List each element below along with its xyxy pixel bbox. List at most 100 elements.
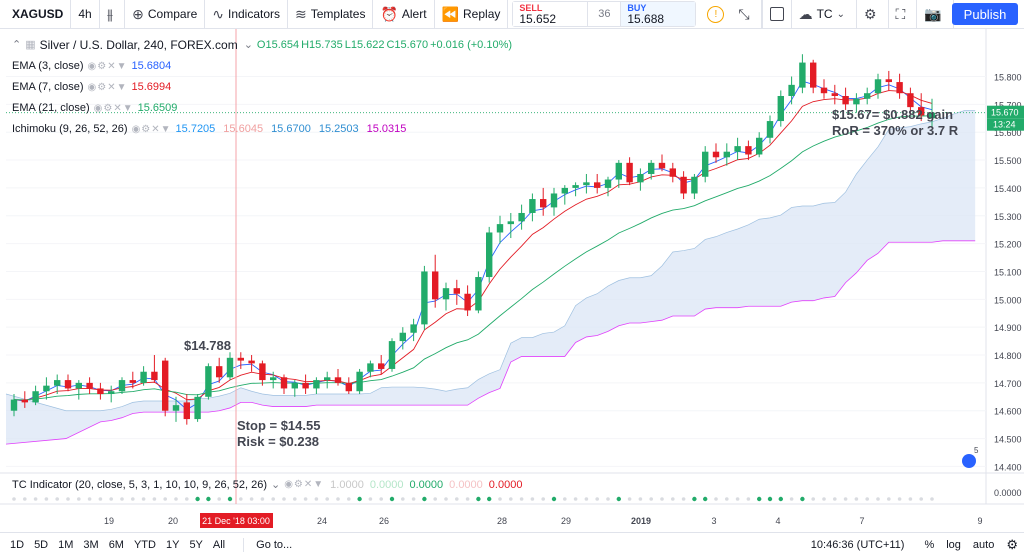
candles-layer bbox=[10, 54, 936, 425]
range-3m[interactable]: 3M bbox=[83, 538, 99, 551]
ema3-controls[interactable]: ◉⚙✕▼ bbox=[87, 61, 128, 72]
ema21-label[interactable]: EMA (21, close) bbox=[12, 102, 90, 114]
collapse-chevron-icon[interactable]: ⌃ bbox=[12, 39, 22, 51]
indicators-button[interactable]: ∿ Indicators bbox=[205, 0, 289, 28]
candle-body bbox=[518, 212, 525, 222]
tc-controls[interactable]: ◉⚙✕▼ bbox=[284, 479, 325, 490]
candle-body bbox=[270, 377, 277, 381]
symbol-search[interactable]: XAGUSD bbox=[0, 0, 72, 28]
range-1d[interactable]: 1D bbox=[10, 538, 25, 551]
ema7-controls[interactable]: ◉⚙✕▼ bbox=[87, 82, 128, 93]
log-toggle[interactable]: log bbox=[946, 538, 961, 551]
fullscreen-toggle[interactable]: ⤡ bbox=[731, 0, 762, 28]
compare-button[interactable]: ⊕ Compare bbox=[125, 0, 206, 28]
tc-dot bbox=[131, 497, 135, 501]
tc-dot bbox=[465, 497, 470, 501]
candle-body bbox=[453, 288, 460, 294]
interval-button[interactable]: 4h bbox=[71, 0, 100, 28]
spread-value: 36 bbox=[587, 2, 622, 26]
eye-icon[interactable]: ⌄ bbox=[243, 39, 253, 51]
ichimoku-label[interactable]: Ichimoku (9, 26, 52, 26) bbox=[12, 123, 128, 135]
candle-body bbox=[712, 151, 720, 158]
ema7-value: 15.6994 bbox=[131, 81, 172, 93]
tc-axis-label: 0.0000 bbox=[994, 488, 1022, 498]
gear-icon[interactable]: ⚙ bbox=[1006, 536, 1018, 552]
tc-dot bbox=[109, 497, 113, 501]
alert-button[interactable]: ⏰ Alert bbox=[373, 0, 435, 28]
layout-tc-menu[interactable]: ☁ TC ⌄ bbox=[792, 0, 857, 28]
tc-dot bbox=[595, 497, 599, 501]
candle-body bbox=[648, 162, 655, 174]
fullscreen-button[interactable]: ⛶ bbox=[889, 0, 918, 28]
goto-button[interactable]: Go to... bbox=[256, 538, 293, 551]
last-price-label: 15.670 bbox=[991, 108, 1019, 118]
range-ytd[interactable]: YTD bbox=[133, 538, 156, 551]
tc-dot bbox=[422, 496, 427, 502]
lightning-button[interactable]: ! bbox=[700, 0, 731, 28]
templates-button[interactable]: ≋ Templates bbox=[288, 0, 374, 28]
candle-body bbox=[604, 179, 612, 188]
publish-button[interactable]: Publish bbox=[952, 3, 1018, 25]
tc-indicator-label[interactable]: TC Indicator (20, close, 5, 3, 1, 10, 10… bbox=[12, 478, 267, 491]
replay-button[interactable]: ⏪ Replay bbox=[435, 0, 509, 28]
range-1y[interactable]: 1Y bbox=[165, 538, 180, 551]
tc-chevron-icon[interactable]: ⌄ bbox=[270, 479, 281, 491]
tc-dot bbox=[23, 497, 27, 501]
chart-type-button[interactable]: ⫵ bbox=[100, 0, 126, 28]
tc-dot bbox=[141, 497, 146, 501]
candle-body bbox=[183, 402, 190, 420]
tc-dot bbox=[271, 497, 276, 501]
ohlc-change: +0.016 (+0.10%) bbox=[430, 39, 513, 51]
tc-dot bbox=[887, 497, 891, 501]
candle-body bbox=[626, 162, 633, 183]
candle-body bbox=[885, 79, 892, 83]
tc-dot bbox=[735, 497, 740, 501]
clock[interactable]: 10:46:36 (UTC+11) bbox=[810, 538, 905, 551]
candle-body bbox=[874, 79, 882, 94]
layout-button[interactable] bbox=[761, 0, 792, 28]
range-all[interactable]: All bbox=[212, 538, 226, 551]
tc-dot bbox=[563, 497, 567, 501]
snapshot-button[interactable]: 📷 bbox=[917, 0, 954, 28]
range-5y[interactable]: 5Y bbox=[189, 538, 203, 551]
chevron-down-icon: ⌄ bbox=[836, 8, 845, 20]
candle-body bbox=[788, 84, 795, 96]
candle-body bbox=[345, 382, 352, 392]
tc-dot bbox=[55, 497, 59, 501]
auto-toggle[interactable]: auto bbox=[972, 538, 995, 551]
tc-dot bbox=[509, 497, 513, 501]
range-6m[interactable]: 6M bbox=[108, 538, 124, 551]
tc-dot bbox=[692, 496, 697, 502]
tc-dot bbox=[703, 496, 708, 502]
tc-dot bbox=[530, 497, 535, 501]
price-tick-label: 15.300 bbox=[994, 212, 1022, 222]
stop-annotation[interactable]: Stop = $14.55 bbox=[237, 418, 321, 433]
range-1m[interactable]: 1M bbox=[58, 538, 74, 551]
entry-annotation[interactable]: $14.788 bbox=[184, 338, 231, 353]
candle-body bbox=[421, 271, 428, 325]
buy-price: 15.688 bbox=[627, 11, 665, 26]
price-tick-label: 14.900 bbox=[994, 323, 1022, 333]
ema21-controls[interactable]: ◉⚙✕▼ bbox=[93, 103, 134, 114]
sell-button[interactable]: SELL 15.652 bbox=[513, 2, 588, 26]
tc-dot bbox=[433, 497, 438, 501]
buy-button[interactable]: BUY 15.688 bbox=[621, 2, 696, 26]
percent-toggle[interactable]: % bbox=[924, 538, 935, 551]
tc-dot bbox=[227, 496, 233, 502]
candle-body bbox=[810, 62, 817, 88]
ichimoku-spanB-line bbox=[5, 240, 976, 445]
tc-dot bbox=[217, 497, 221, 501]
risk-annotation[interactable]: Risk = $0.238 bbox=[237, 434, 320, 449]
price-tick-label: 15.700 bbox=[994, 100, 1022, 110]
ema3-label[interactable]: EMA (3, close) bbox=[12, 60, 84, 72]
gain-annotation[interactable]: $15.67= $0.882 gain bbox=[832, 107, 954, 122]
price-chart[interactable]: 15.800 15.700 15.600 15.500 15.400 15.300 15.2… bbox=[0, 29, 1024, 533]
ror-annotation[interactable]: RoR = 370% or 3.7 R bbox=[832, 123, 959, 138]
settings-button[interactable]: ⚙ bbox=[857, 0, 889, 28]
tc-dot bbox=[638, 497, 643, 501]
range-5d[interactable]: 5D bbox=[34, 538, 49, 551]
candle-body bbox=[842, 95, 849, 105]
ema7-label[interactable]: EMA (7, close) bbox=[12, 81, 84, 93]
candle-body bbox=[583, 182, 590, 186]
ichimoku-controls[interactable]: ◉⚙✕▼ bbox=[131, 124, 172, 135]
